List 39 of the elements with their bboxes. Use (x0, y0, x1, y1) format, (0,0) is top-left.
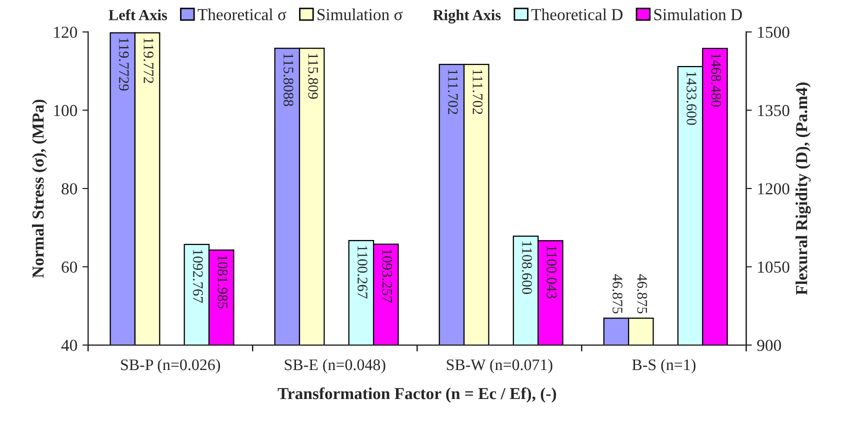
data-label: 1093.257 (382, 250, 392, 303)
data-label: 111.702 (448, 70, 458, 114)
data-label: 1108.600 (522, 242, 532, 294)
data-label: 1468.480 (711, 54, 722, 107)
data-label: 1100.267 (357, 246, 368, 298)
legend-label: Simulation D (654, 8, 742, 20)
x-tick-label: SB-E (n=0.048) (284, 358, 386, 374)
legend-label: Simulation σ (318, 8, 402, 20)
y2-axis-title: Flexural Rigidity (D), (Pa.m4) (796, 82, 811, 295)
text: Left Axis (108, 9, 168, 20)
y2-tick-label: 1350 (758, 104, 790, 116)
y-axis-title: Normal Stress (σ), (MPa) (32, 100, 48, 278)
data-label: 1081.985 (218, 256, 228, 308)
y2-tick-label: 1050 (758, 261, 790, 273)
x-tick-label: SB-W (n=0.071) (446, 358, 552, 374)
data-label: 115.809 (308, 54, 318, 99)
x-tick-label: B-S (n=1) (632, 358, 696, 374)
legend-label: Theoretical D (531, 8, 623, 20)
y-tick-label: 40 (61, 340, 78, 352)
legend-label: Theoretical σ (198, 8, 286, 20)
data-label: 1092.767 (192, 250, 203, 303)
data-label: 46.875 (637, 274, 648, 314)
x-axis-title: Transformation Factor (n = Ec / Ef), (-) (278, 387, 556, 403)
data-label: 111.702 (472, 70, 483, 114)
y2-tick-label: 1200 (758, 183, 790, 194)
data-label: 46.875 (612, 274, 622, 314)
y-tick-label: 80 (62, 183, 78, 194)
data-label: 119.772 (144, 38, 154, 84)
y-tick-label: 100 (54, 104, 78, 116)
y2-tick-label: 1500 (758, 26, 790, 38)
y-tick-label: 120 (54, 26, 78, 38)
x-tick-label: SB-P (n=0.026) (121, 358, 220, 374)
y-tick-label: 60 (62, 261, 78, 273)
data-label: 115.8088 (283, 54, 294, 106)
y2-tick-label: 900 (757, 340, 781, 352)
data-label: 119.7729 (118, 38, 129, 91)
data-label: 1433.600 (686, 72, 696, 125)
text: Right Axis (433, 9, 501, 24)
data-label: 1100.043 (546, 246, 557, 298)
